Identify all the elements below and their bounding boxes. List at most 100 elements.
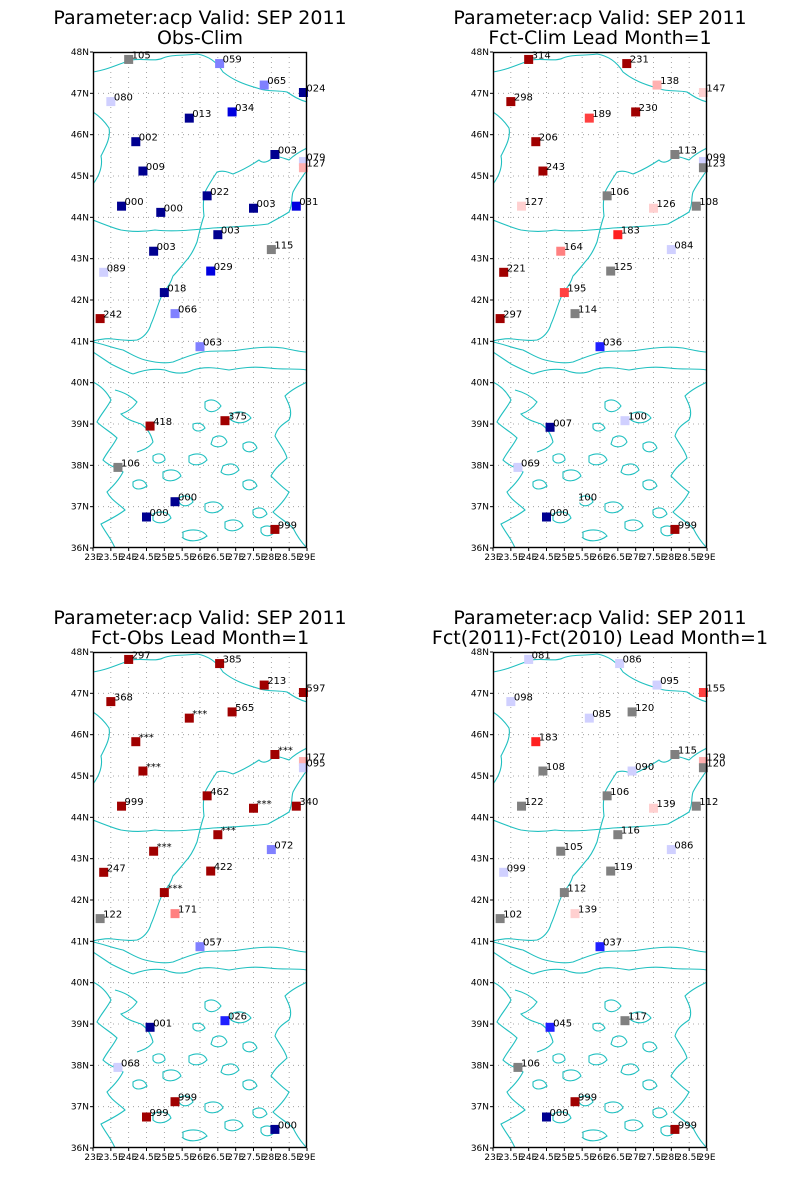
station-value-label: 138	[660, 76, 679, 87]
station-marker	[270, 750, 280, 760]
longitude-axis: 23E23.5E24E24.5E25E25.5E26E26.5E27E27.5E…	[484, 548, 716, 563]
station-value-label: 126	[657, 199, 676, 210]
map-frame	[92, 651, 308, 1149]
lat-tick-label: 41N	[71, 937, 89, 947]
station-marker	[113, 462, 123, 472]
station-value-label: 089	[107, 263, 126, 274]
station-marker	[506, 97, 516, 107]
station-marker	[270, 150, 280, 160]
station-marker	[298, 88, 308, 98]
lat-tick-label: 40N	[471, 979, 489, 989]
station-value-label: 462	[210, 787, 229, 798]
station-value-label: 063	[203, 338, 222, 349]
station-marker	[131, 737, 141, 747]
station-value-label: 037	[603, 938, 622, 949]
station-marker	[622, 59, 632, 69]
station-value-label: 247	[107, 863, 126, 874]
station-value-label: 100	[628, 412, 647, 423]
station-marker	[113, 1062, 123, 1072]
station-markers: 081 0860951550980851201831151291201081060…	[495, 650, 726, 1134]
station-marker	[613, 830, 623, 840]
station-marker	[698, 163, 708, 173]
lat-tick-label: 38N	[71, 1061, 89, 1071]
station-value-label: 999	[178, 1093, 197, 1104]
station-marker	[106, 697, 116, 707]
lat-tick-label: 44N	[471, 213, 489, 223]
station-marker	[620, 1016, 630, 1026]
station-marker	[270, 524, 280, 534]
station-value-label: 057	[203, 938, 222, 949]
station-value-label: 000	[125, 197, 144, 208]
lon-tick-label: 26.5E	[205, 1153, 231, 1163]
lon-tick-label: 27.5E	[641, 1153, 667, 1163]
station-value-label: 001	[153, 1018, 172, 1029]
lon-tick-label: 29E	[698, 1153, 715, 1163]
station-marker	[606, 866, 616, 876]
station-value-label: 113	[678, 146, 697, 157]
lon-tick-label: 24.5E	[134, 553, 160, 563]
lat-tick-label: 48N	[71, 648, 89, 658]
lon-tick-label: 23E	[484, 553, 501, 563]
station-marker	[220, 1016, 230, 1026]
station-marker	[620, 416, 630, 426]
lon-tick-label: 24E	[120, 553, 137, 563]
lon-tick-label: 27.5E	[241, 1153, 267, 1163]
station-marker	[249, 203, 258, 213]
station-marker	[124, 654, 134, 664]
station-marker	[170, 909, 180, 919]
lat-tick-label: 47N	[471, 689, 489, 699]
station-value-label: 000	[164, 203, 183, 214]
lon-tick-label: 28.5E	[676, 553, 702, 563]
station-marker	[627, 766, 637, 776]
station-value-label: 000	[550, 508, 569, 519]
station-value-label: 597	[306, 684, 325, 695]
station-marker	[298, 757, 308, 767]
station-marker	[149, 246, 159, 256]
station-marker	[106, 97, 116, 107]
station-value-label: 999	[678, 1120, 697, 1131]
station-marker	[670, 750, 680, 760]
station-marker	[513, 1062, 523, 1072]
station-value-label: 127	[306, 753, 325, 764]
station-value-label: 375	[228, 412, 247, 423]
lon-tick-label: 23.5E	[498, 1153, 524, 1163]
station-value-label: 003	[257, 199, 276, 210]
station-value-label: 127	[525, 197, 544, 208]
lon-tick-label: 24.5E	[534, 553, 560, 563]
station-value-label: 000	[278, 1120, 297, 1131]
station-marker	[698, 763, 708, 773]
station-value-label: 122	[103, 910, 122, 921]
lat-tick-label: 46N	[471, 131, 489, 141]
panel-title: Parameter:acp Valid: SEP 2011	[53, 607, 346, 629]
station-marker	[517, 801, 527, 811]
latitude-axis: 36N 37N 38N 39N 40N 41N 42N 43N 44N 45N 46N 47N 48N	[71, 48, 93, 554]
station-marker	[570, 309, 580, 319]
lat-tick-label: 41N	[471, 337, 489, 347]
lat-tick-label: 45N	[471, 172, 489, 182]
station-value-label: 036	[603, 338, 622, 349]
station-value-label: 003	[278, 146, 297, 157]
station-marker	[602, 191, 612, 201]
lat-tick-label: 37N	[471, 1103, 489, 1113]
lat-tick-label: 48N	[471, 648, 489, 658]
lat-tick-label: 42N	[71, 896, 89, 906]
station-value-label: 999	[150, 1108, 169, 1119]
station-value-label: 120	[635, 703, 654, 714]
station-value-label: 018	[167, 284, 186, 295]
lat-tick-label: 47N	[71, 89, 89, 99]
lon-tick-label: 27E	[227, 1153, 244, 1163]
lat-tick-label: 48N	[471, 48, 489, 58]
station-marker	[184, 713, 194, 723]
station-marker	[99, 867, 109, 877]
station-value-label: 065	[267, 76, 286, 87]
station-value-label: 007	[553, 418, 572, 429]
station-marker	[545, 422, 555, 432]
lat-tick-label: 45N	[471, 772, 489, 782]
station-value-label: 221	[507, 263, 526, 274]
station-value-label: 139	[657, 799, 676, 810]
panel-subtitle: Fct(2011)-Fct(2010) Lead Month=1	[432, 627, 768, 649]
lat-tick-label: 44N	[471, 813, 489, 823]
lat-tick-label: 43N	[471, 855, 489, 865]
station-marker	[513, 462, 523, 472]
